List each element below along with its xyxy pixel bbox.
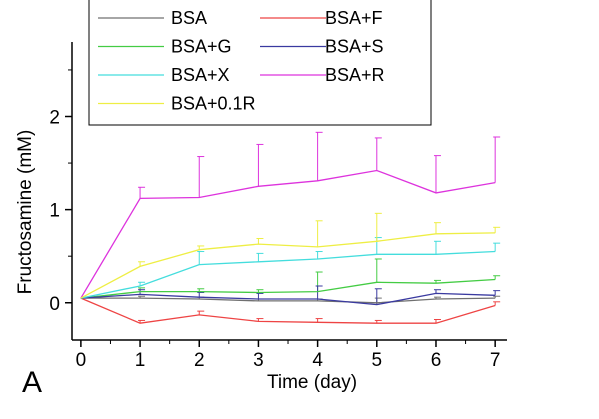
y-axis-label: Fructosamine (mM)	[15, 130, 36, 295]
series-line	[80, 250, 496, 299]
series-line	[80, 292, 496, 306]
x-tick-label: 7	[490, 350, 501, 371]
x-tick-label: 3	[253, 350, 264, 371]
x-tick-label: 5	[372, 350, 383, 371]
panel-label: A	[22, 366, 42, 399]
x-tick-label: 1	[135, 350, 146, 371]
x-axis-label: Time (day)	[267, 372, 357, 393]
y-tick-label: 1	[49, 201, 60, 222]
series-line	[80, 232, 496, 299]
legend-box	[88, 0, 432, 126]
legend-label: BSA+R	[325, 65, 385, 85]
error-bars	[138, 131, 501, 324]
x-tick-label: 6	[431, 350, 442, 371]
series-line	[80, 278, 496, 299]
legend-label: BSA+G	[171, 37, 232, 57]
series-line	[80, 297, 496, 324]
legend-label: BSA	[171, 8, 207, 28]
legend-label: BSA+0.1R	[171, 94, 256, 114]
y-tick-label: 2	[49, 108, 60, 129]
axes	[71, 42, 507, 341]
legend: BSA BSA+F BSA+G BSA+S BSA+X BSA+R BSA+0.1R	[88, 0, 432, 126]
legend-label: BSA+F	[325, 8, 383, 28]
x-tick-label: 4	[312, 350, 323, 371]
legend-label: BSA+X	[171, 65, 230, 85]
series-line	[80, 297, 496, 304]
axis-ticks: 0 1 2 3 4 5 6 7 0 1 2	[49, 69, 501, 371]
x-tick-label: 0	[76, 350, 87, 371]
plot-lines	[80, 169, 496, 324]
x-tick-label: 2	[194, 350, 205, 371]
y-tick-label: 0	[49, 294, 60, 315]
series-line	[80, 169, 496, 299]
legend-label: BSA+S	[325, 37, 384, 57]
